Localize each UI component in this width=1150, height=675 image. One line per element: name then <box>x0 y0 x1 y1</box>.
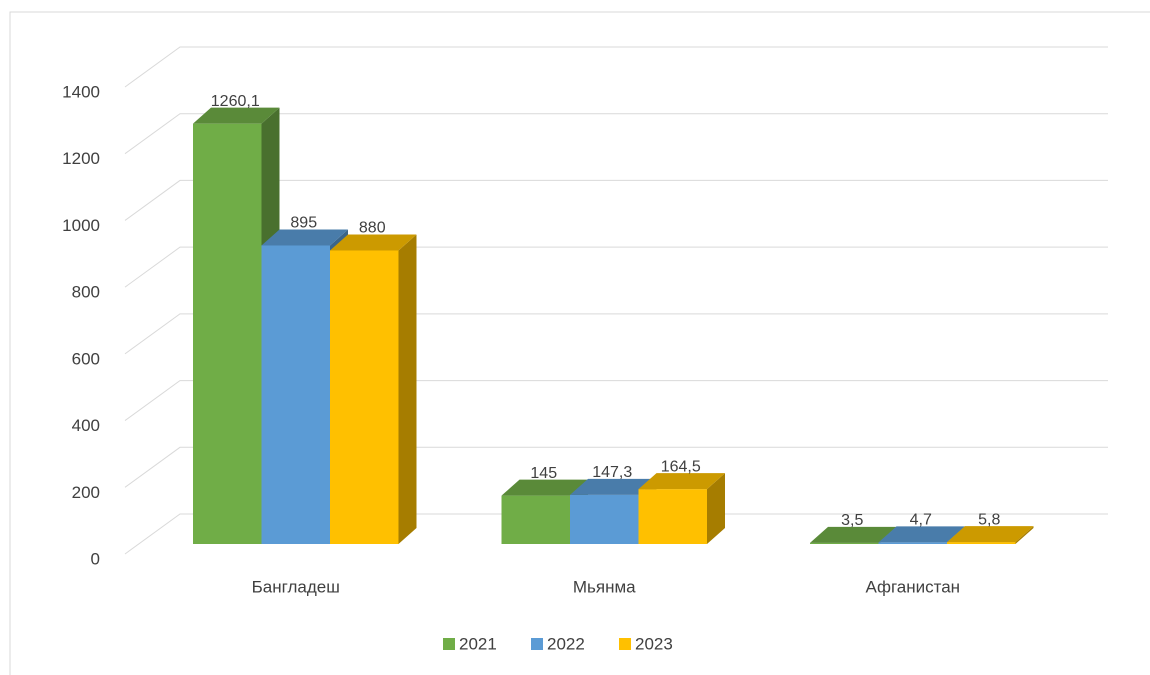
bar-top <box>638 473 725 490</box>
bar-side <box>707 473 725 544</box>
legend-swatch <box>531 638 543 650</box>
y-tick-label: 400 <box>72 416 100 435</box>
bar-front <box>193 123 262 545</box>
legend-swatch <box>619 638 631 650</box>
bar-front <box>330 250 399 544</box>
y-tick-label: 600 <box>72 349 100 368</box>
value-label: 880 <box>359 220 386 237</box>
bar <box>638 473 725 544</box>
bar-front <box>638 489 707 544</box>
legend-swatch <box>443 638 455 650</box>
value-label: 1260,1 <box>211 93 260 110</box>
value-label: 164,5 <box>661 458 701 475</box>
x-tick-label: Мьянма <box>573 577 636 596</box>
bar-top <box>501 479 588 496</box>
value-label: 147,3 <box>592 464 632 481</box>
bar-top <box>261 229 348 246</box>
y-tick-label: 1000 <box>62 216 100 235</box>
bar-front <box>878 542 947 544</box>
grid-line <box>124 446 1108 488</box>
grid-line <box>124 313 1108 355</box>
value-label: 145 <box>530 465 557 482</box>
x-tick-label: Афганистан <box>865 577 960 596</box>
value-label: 5,8 <box>978 511 1000 528</box>
bar-top <box>878 526 965 543</box>
bar-side <box>1015 526 1034 544</box>
bar-front <box>501 495 570 544</box>
bar-front <box>947 542 1016 544</box>
bar <box>330 234 417 544</box>
grid-line <box>124 513 1108 555</box>
bar-front <box>570 494 639 544</box>
grid-line <box>124 380 1108 421</box>
grid-line <box>124 46 1108 88</box>
bar-top <box>193 107 280 124</box>
legend-label: 2021 <box>459 634 497 653</box>
bar-top <box>330 234 417 251</box>
bar-front <box>810 542 879 544</box>
grid-line <box>124 246 1108 288</box>
value-label: 3,5 <box>841 512 863 529</box>
grid-line <box>124 113 1108 155</box>
value-label: 4,7 <box>910 512 932 529</box>
value-label: 895 <box>290 215 317 232</box>
grid-line <box>124 179 1108 221</box>
bar-top <box>810 526 897 543</box>
bar-top <box>947 526 1034 543</box>
y-tick-label: 0 <box>91 549 100 568</box>
legend-label: 2023 <box>635 634 673 653</box>
bar <box>947 526 1034 544</box>
y-tick-label: 200 <box>72 483 100 502</box>
y-tick-label: 1200 <box>62 149 100 168</box>
y-tick-label: 800 <box>72 283 100 302</box>
chart-border <box>9 11 1150 675</box>
bar-front <box>261 245 330 545</box>
y-tick-label: 1400 <box>62 82 100 101</box>
legend-label: 2022 <box>547 634 585 653</box>
bar-top <box>570 478 657 495</box>
bar-side <box>398 234 417 544</box>
x-tick-label: Бангладеш <box>252 577 340 596</box>
